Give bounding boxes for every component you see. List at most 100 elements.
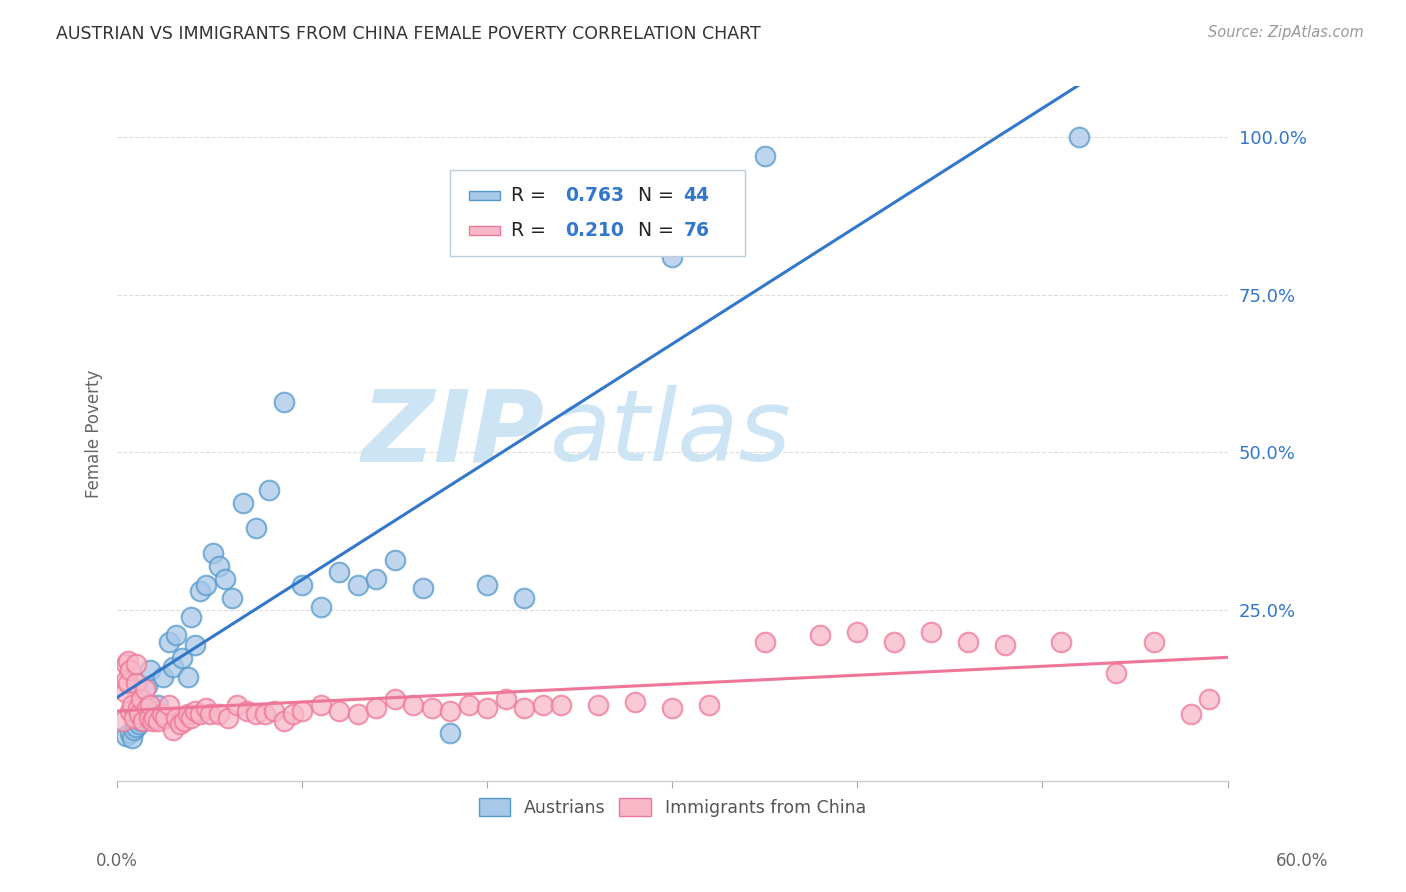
Point [208, 707, 231, 722]
Point [588, 698, 610, 712]
FancyBboxPatch shape [470, 191, 501, 201]
Point [513, 591, 536, 605]
Point [165, 710, 187, 724]
Text: Source: ZipAtlas.com: Source: ZipAtlas.com [1208, 25, 1364, 40]
Point [217, 710, 239, 724]
Text: ZIP: ZIP [361, 385, 544, 482]
Point [457, 698, 479, 712]
Text: N =: N = [626, 186, 679, 205]
Point [1180, 707, 1202, 722]
Point [146, 714, 169, 728]
Point [439, 704, 461, 718]
Text: 44: 44 [683, 186, 710, 205]
Point [883, 634, 905, 648]
Point [346, 578, 368, 592]
Point [143, 704, 166, 718]
Point [661, 250, 683, 264]
Point [180, 710, 202, 724]
Point [176, 669, 198, 683]
Point [125, 657, 148, 671]
Point [328, 566, 350, 580]
Point [1050, 634, 1073, 648]
Point [125, 720, 148, 734]
Point [754, 634, 776, 648]
Point [117, 654, 139, 668]
Point [190, 707, 212, 722]
Point [920, 625, 942, 640]
Point [120, 663, 142, 677]
Point [208, 559, 231, 574]
Point [180, 609, 202, 624]
Point [994, 638, 1017, 652]
Point [624, 695, 647, 709]
Point [754, 149, 776, 163]
Point [138, 710, 160, 724]
Point [132, 714, 155, 728]
Point [120, 704, 142, 718]
Point [173, 714, 195, 728]
Point [291, 704, 314, 718]
Point [129, 691, 152, 706]
Point [1142, 634, 1164, 648]
Point [384, 691, 406, 706]
Point [273, 714, 295, 728]
Point [195, 701, 218, 715]
Point [291, 578, 314, 592]
Point [366, 701, 388, 715]
Point [273, 395, 295, 409]
Point [121, 698, 143, 712]
Text: N =: N = [626, 221, 679, 240]
Point [134, 682, 156, 697]
Point [221, 591, 243, 605]
Point [129, 714, 152, 728]
Point [550, 698, 572, 712]
Point [157, 634, 180, 648]
Point [232, 496, 254, 510]
Point [134, 710, 156, 724]
Text: atlas: atlas [550, 385, 792, 482]
Text: R =: R = [512, 221, 553, 240]
Point [139, 698, 162, 712]
Point [1069, 129, 1091, 144]
Point [346, 707, 368, 722]
Point [143, 710, 166, 724]
Text: AUSTRIAN VS IMMIGRANTS FROM CHINA FEMALE POVERTY CORRELATION CHART: AUSTRIAN VS IMMIGRANTS FROM CHINA FEMALE… [56, 25, 761, 43]
Point [184, 638, 207, 652]
Point [214, 572, 236, 586]
Point [150, 707, 173, 722]
Point [568, 218, 591, 232]
Y-axis label: Female Poverty: Female Poverty [86, 369, 103, 498]
Point [198, 707, 221, 722]
Point [120, 726, 142, 740]
Point [699, 698, 721, 712]
Point [661, 701, 683, 715]
Point [176, 707, 198, 722]
Point [226, 698, 249, 712]
Point [135, 679, 157, 693]
Point [146, 698, 169, 712]
Point [162, 660, 184, 674]
Point [122, 710, 145, 724]
Point [135, 701, 157, 715]
Point [309, 698, 332, 712]
Point [115, 657, 138, 671]
Text: 76: 76 [683, 221, 710, 240]
Point [1105, 666, 1128, 681]
Text: 0.763: 0.763 [565, 186, 624, 205]
Point [184, 704, 207, 718]
Point [477, 578, 499, 592]
Point [139, 663, 162, 677]
Point [328, 704, 350, 718]
Point [513, 701, 536, 715]
Point [412, 581, 434, 595]
Point [128, 707, 150, 722]
Point [115, 730, 138, 744]
Point [1198, 691, 1220, 706]
Point [254, 707, 277, 722]
Point [157, 698, 180, 712]
Point [245, 521, 267, 535]
Point [384, 553, 406, 567]
Point [195, 578, 218, 592]
Point [281, 707, 304, 722]
Point [420, 701, 443, 715]
